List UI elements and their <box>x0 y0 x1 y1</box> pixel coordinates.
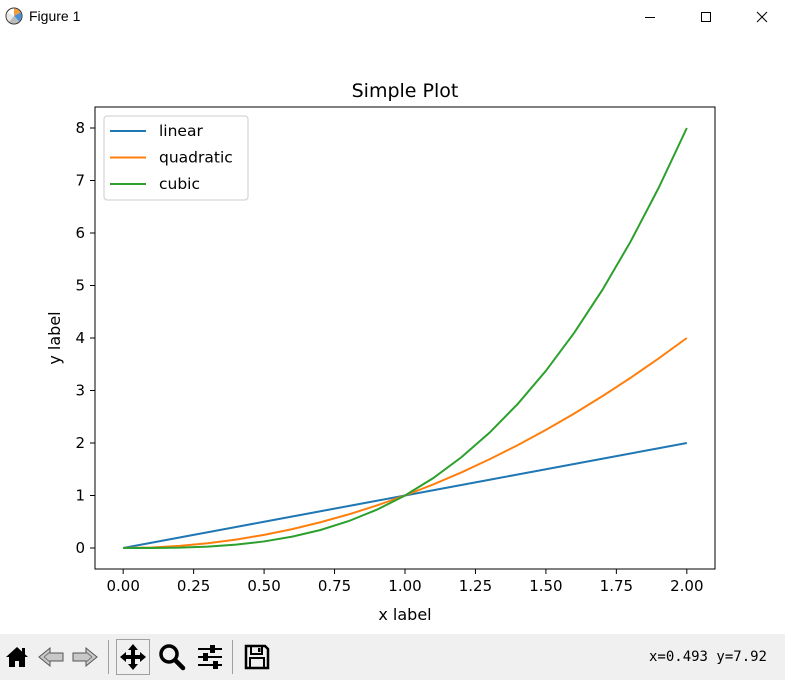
y-tick-label: 8 <box>75 119 85 137</box>
x-axis-label: x label <box>378 605 431 624</box>
toolbar-separator <box>232 640 233 674</box>
close-icon <box>756 11 768 23</box>
y-tick-label: 3 <box>75 382 85 400</box>
save-button[interactable] <box>240 639 274 675</box>
y-tick-label: 0 <box>75 539 85 557</box>
window-title: Figure 1 <box>29 8 81 24</box>
zoom-button[interactable] <box>155 639 189 675</box>
pan-button[interactable] <box>116 639 150 675</box>
legend-label: cubic <box>159 175 200 193</box>
x-tick-label: 1.00 <box>388 577 421 595</box>
x-tick-label: 1.25 <box>459 577 492 595</box>
minimize-button[interactable] <box>627 0 673 34</box>
x-tick-label: 0.25 <box>177 577 210 595</box>
x-tick-label: 1.50 <box>529 577 562 595</box>
y-tick-label: 4 <box>75 329 85 347</box>
configure-subplots-button[interactable] <box>193 639 227 675</box>
back-button[interactable] <box>34 639 68 675</box>
x-tick-label: 0.50 <box>247 577 280 595</box>
toolbar-separator <box>108 640 109 674</box>
minimize-icon <box>645 17 655 18</box>
forward-button[interactable] <box>68 639 102 675</box>
legend-box <box>103 115 249 201</box>
forward-icon <box>72 646 98 668</box>
x-tick-label: 0.75 <box>318 577 351 595</box>
close-button[interactable] <box>739 0 785 34</box>
y-tick-label: 1 <box>75 487 85 505</box>
home-icon <box>6 647 28 667</box>
figure-canvas[interactable]: Simple Plot 0.00 0.25 0.50 0.75 1.00 1.25 1.50… <box>0 34 785 634</box>
home-button[interactable] <box>0 639 34 675</box>
zoom-icon <box>159 644 186 671</box>
y-axis-label: y label <box>45 311 64 364</box>
x-tick-label: 1.75 <box>600 577 633 595</box>
y-tick-label: 2 <box>75 434 85 452</box>
cursor-coordinates: x=0.493 y=7.92 <box>648 649 767 665</box>
chart-title: Simple Plot <box>352 80 459 102</box>
y-tick-label: 5 <box>75 277 85 295</box>
x-tick-label: 0.00 <box>106 577 139 595</box>
y-tick-label: 7 <box>75 172 85 190</box>
series-line-2 <box>123 127 688 549</box>
maximize-icon <box>701 12 711 22</box>
app-icon <box>5 7 23 25</box>
maximize-button[interactable] <box>683 0 729 34</box>
y-tick-label: 6 <box>75 224 85 242</box>
legend: linear quadratic cubic <box>103 115 249 201</box>
back-icon <box>38 646 64 668</box>
legend-label: quadratic <box>159 149 233 167</box>
line-chart: Simple Plot 0.00 0.25 0.50 0.75 1.00 1.25 1.50… <box>45 80 716 624</box>
legend-label: linear <box>159 122 203 140</box>
pan-icon <box>120 644 146 670</box>
window-titlebar: Figure 1 <box>0 0 785 34</box>
navigation-toolbar: x=0.493 y=7.92 <box>0 634 785 680</box>
save-icon <box>244 644 270 670</box>
series-line-1 <box>123 337 688 549</box>
configure-subplots-icon <box>198 645 222 669</box>
x-tick-label: 2.00 <box>670 577 703 595</box>
